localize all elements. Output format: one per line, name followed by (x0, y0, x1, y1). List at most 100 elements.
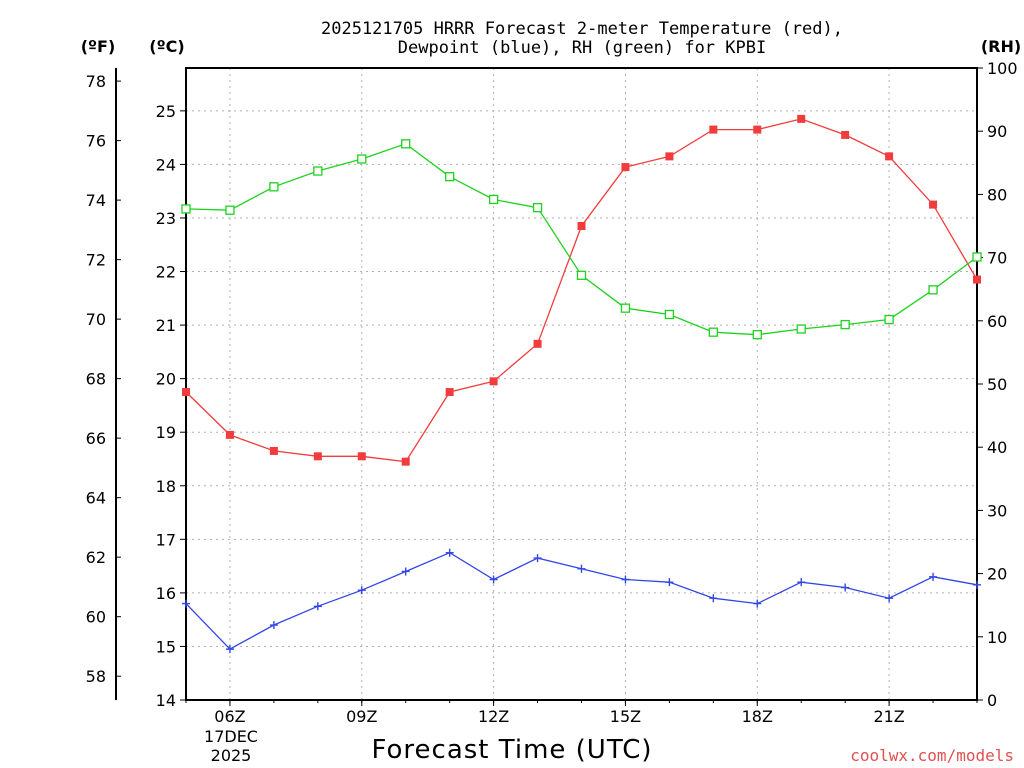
dewpoint-point (182, 599, 190, 608)
title-line-1: 2025121705 HRRR Forecast 2-meter Tempera… (321, 19, 843, 39)
fahrenheit-tick-label: 62 (86, 548, 106, 567)
rh-tick-label: 10 (987, 628, 1007, 647)
rh-point (884, 314, 894, 325)
celsius-tick-label: 19 (156, 423, 176, 442)
rh-point (181, 204, 191, 214)
x-tick-label: 12Z (478, 707, 509, 726)
dewpoint-point (225, 645, 234, 654)
x-tick-label: 15Z (610, 707, 641, 726)
rh-point (269, 182, 279, 192)
dewpoint-point (665, 578, 674, 587)
temperature-point (973, 275, 981, 284)
rh-point (664, 309, 675, 320)
dewpoint-point (401, 567, 410, 576)
rh-tick-label: 70 (987, 249, 1007, 268)
date-day-label: 17DEC (204, 727, 258, 746)
rh-point (357, 154, 367, 164)
temperature-point (709, 125, 718, 134)
temperature-point (445, 388, 454, 397)
x-tick-label: 18Z (742, 707, 773, 726)
temperature-point (313, 452, 322, 461)
rh-tick-label: 30 (987, 501, 1007, 520)
temperature-point (357, 452, 366, 461)
rh-tick-label: 40 (987, 438, 1007, 457)
rh-unit-label: (RH) (981, 37, 1021, 56)
rh-tick-label: 100 (987, 59, 1018, 78)
date-year-label: 2025 (211, 746, 252, 765)
rh-point (752, 330, 762, 340)
rh-tick-label: 60 (987, 312, 1007, 331)
rh-point (796, 324, 806, 334)
dewpoint-point (841, 583, 850, 592)
series-line-rh (185, 143, 978, 336)
series (181, 114, 982, 654)
celsius-tick-label: 24 (156, 155, 176, 174)
rh-point (708, 327, 718, 337)
x-tick-label: 21Z (873, 707, 904, 726)
temperature-point (489, 377, 498, 386)
dewpoint-point (313, 602, 322, 611)
dewpoint-point (929, 572, 938, 581)
credit-link[interactable]: coolwx.com/models (850, 746, 1014, 765)
rh-point (401, 139, 411, 149)
celsius-tick-label: 25 (156, 102, 176, 121)
plot-frame (185, 67, 978, 701)
celsius-tick-label: 23 (156, 209, 176, 228)
rh-tick-label: 50 (987, 375, 1007, 394)
temperature-point (665, 152, 674, 161)
temperature-point (621, 163, 630, 172)
dewpoint-point (489, 575, 498, 584)
rh-tick-label: 90 (987, 122, 1007, 141)
dewpoint-point (533, 554, 542, 563)
fahrenheit-tick-label: 72 (86, 251, 106, 270)
temperature-point (577, 222, 586, 230)
fahrenheit-tick-label: 66 (86, 429, 106, 448)
celsius-tick-label: 21 (156, 316, 176, 335)
temperature-point (401, 457, 410, 466)
temperature-point (533, 339, 542, 348)
fahrenheit-tick-label: 70 (86, 310, 106, 329)
celsius-tick-label: 18 (156, 477, 176, 496)
celsius-tick-label: 16 (156, 584, 176, 603)
fahrenheit-tick-label: 58 (86, 667, 106, 686)
rh-point (488, 194, 499, 205)
rh-point (928, 285, 938, 295)
fahrenheit-tick-label: 68 (86, 370, 106, 389)
celsius-tick-label: 14 (156, 691, 176, 710)
temperature-point (753, 125, 762, 134)
rh-tick-label: 20 (987, 565, 1007, 584)
celsius-tick-label: 15 (156, 637, 176, 656)
rh-point (972, 252, 982, 262)
rh-tick-label: 0 (987, 691, 997, 710)
dewpoint-point (885, 594, 894, 603)
temperature-point (929, 200, 938, 209)
dewpoint-point (753, 599, 762, 608)
dewpoint-point (973, 580, 981, 589)
rh-point (532, 203, 543, 213)
dewpoint-point (445, 548, 454, 557)
dewpoint-point (621, 575, 630, 584)
celsius-tick-label: 17 (156, 530, 176, 549)
series-line-2-meter-temperature (185, 118, 978, 463)
rh-point (445, 172, 455, 182)
x-tick-label: 06Z (214, 707, 245, 726)
x-tick-label: 09Z (346, 707, 377, 726)
dewpoint-point (577, 564, 586, 573)
fahrenheit-tick-label: 74 (86, 191, 106, 210)
celsius-tick-label: 20 (156, 370, 176, 389)
temperature-point (885, 152, 894, 161)
rh-tick-label: 80 (987, 185, 1007, 204)
dewpoint-point (357, 586, 366, 595)
fahrenheit-tick-label: 76 (86, 132, 106, 151)
temperature-point (797, 114, 806, 123)
dewpoint-point (797, 578, 806, 587)
fahrenheit-unit-label: (ºF) (81, 37, 116, 56)
temperature-point (182, 388, 190, 397)
dewpoint-point (709, 594, 718, 603)
grid (186, 68, 977, 700)
fahrenheit-tick-label: 64 (86, 489, 106, 508)
rh-point (313, 166, 323, 176)
axis-ticks: 06Z 09Z 12Z 15Z 18Z 21Z 14 15 16 17 18 19 20 21 22 23 24… (86, 59, 1018, 726)
title-line-2: Dewpoint (blue), RH (green) for KPBI (398, 38, 766, 58)
